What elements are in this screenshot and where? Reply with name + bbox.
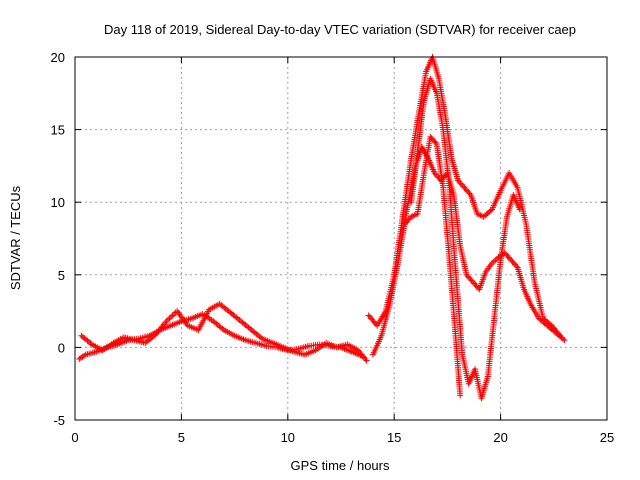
- series-sat-track-5: [408, 75, 523, 402]
- data-point: [466, 190, 473, 197]
- x-tick-label: 15: [387, 430, 401, 445]
- data-point: [513, 263, 520, 270]
- data-point: [434, 173, 441, 180]
- data-point: [171, 311, 178, 318]
- data-point: [516, 206, 523, 213]
- data-point: [512, 261, 519, 268]
- y-tick-label: 15: [51, 123, 65, 138]
- series-sat-track-1: [76, 311, 366, 363]
- x-axis-label: GPS time / hours: [291, 458, 390, 473]
- data-point: [405, 216, 412, 223]
- data-point: [165, 316, 172, 323]
- data-point: [490, 258, 497, 265]
- data-point: [504, 252, 511, 259]
- data-point: [431, 170, 438, 177]
- data-point: [441, 173, 448, 180]
- data-point: [464, 273, 471, 280]
- x-tick-label: 20: [493, 430, 507, 445]
- data-point: [169, 312, 176, 319]
- data-point: [401, 220, 408, 227]
- series-sat-track-4: [369, 144, 568, 358]
- data-point: [168, 313, 175, 320]
- data-point: [457, 392, 464, 399]
- data-point: [438, 177, 445, 184]
- data-point: [468, 277, 475, 284]
- x-tick-label: 0: [71, 430, 78, 445]
- data-point: [427, 133, 434, 140]
- y-tick-label: 20: [51, 50, 65, 65]
- data-point: [363, 357, 370, 364]
- series-sat-track-6: [401, 133, 464, 399]
- data-point: [505, 254, 512, 261]
- data-point: [455, 177, 462, 184]
- data-point: [432, 139, 439, 146]
- data-point: [457, 180, 464, 187]
- data-point: [404, 218, 411, 225]
- y-axis-label: SDTVAR / TECUs: [8, 185, 23, 290]
- data-point: [487, 207, 494, 214]
- data-point: [460, 183, 467, 190]
- data-point: [509, 258, 516, 265]
- y-tick-label: 5: [58, 268, 65, 283]
- data-point: [508, 257, 515, 264]
- data-point: [463, 271, 470, 278]
- data-point: [469, 279, 476, 286]
- data-point: [560, 335, 567, 342]
- data-point: [510, 260, 517, 267]
- y-tick-label: 10: [51, 195, 65, 210]
- data-point: [501, 250, 508, 257]
- y-tick-label: 0: [58, 340, 65, 355]
- data-point: [461, 184, 468, 191]
- data-point: [403, 219, 410, 226]
- data-point: [463, 187, 470, 194]
- data-point: [429, 136, 436, 143]
- series-sat-track-3: [365, 54, 564, 339]
- data-point: [473, 283, 480, 290]
- data-point: [428, 135, 435, 142]
- data-point: [432, 171, 439, 178]
- data-point: [166, 315, 173, 322]
- x-tick-label: 5: [178, 430, 185, 445]
- data-point: [471, 280, 478, 287]
- data-point: [561, 337, 568, 344]
- y-tick-label: -5: [53, 413, 65, 428]
- data-point: [456, 178, 463, 185]
- axis-ticks: 0 5 10 15 20 25 -5 0 5 10 15 20: [51, 50, 615, 445]
- data-point: [466, 274, 473, 281]
- data-point: [431, 138, 438, 145]
- x-tick-label: 25: [600, 430, 614, 445]
- data-point: [472, 281, 479, 288]
- plot-frame: [74, 56, 608, 421]
- grid-lines: [75, 57, 607, 420]
- x-tick-label: 10: [281, 430, 295, 445]
- data-point: [506, 255, 513, 262]
- data-point: [467, 276, 474, 283]
- data-points: [76, 54, 568, 402]
- data-point: [465, 189, 472, 196]
- data-point: [411, 212, 418, 219]
- chart-title: Day 118 of 2019, Sidereal Day-to-day VTE…: [104, 22, 576, 37]
- series-sat-track-2: [78, 300, 370, 364]
- data-point: [458, 181, 465, 188]
- data-point: [362, 356, 369, 363]
- data-point: [462, 186, 469, 193]
